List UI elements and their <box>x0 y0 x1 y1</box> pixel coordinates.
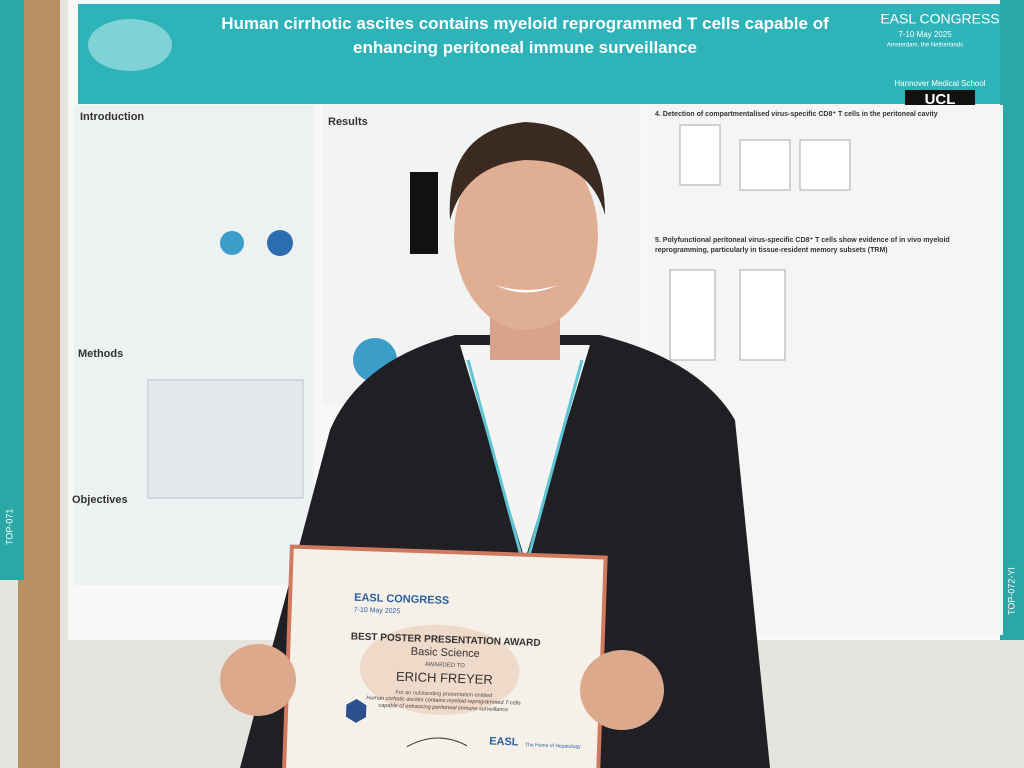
left-hand <box>220 644 296 716</box>
ucl-text: UCL <box>925 91 956 108</box>
certificate: EASL CONGRESS 7-10 May 2025 BEST POSTER … <box>281 544 608 768</box>
board-code: TOP-071 <box>4 509 14 545</box>
wood-frame <box>18 0 60 768</box>
poster-header <box>78 4 1003 104</box>
poster-title-box: Human cirrhotic ascites contains myeloid… <box>221 14 829 57</box>
award-badge <box>345 698 367 723</box>
cert-category: Basic Science <box>411 646 480 660</box>
hair <box>449 122 605 220</box>
section-heading: Results <box>328 116 368 128</box>
cert-footer-logo: EASL <box>489 736 519 749</box>
microscopy-image <box>410 172 438 254</box>
poster-institution: Hannover Medical School <box>894 79 985 88</box>
flow-plot <box>739 139 791 191</box>
left-poster-strip <box>0 0 24 580</box>
panel-title-2: 5. Polyfunctional peritoneal virus-speci… <box>655 237 950 254</box>
right-strip <box>1000 0 1024 640</box>
smile <box>495 285 558 293</box>
signature <box>406 737 468 748</box>
flow-plot <box>739 269 786 361</box>
cert-recipient: ERICH FREYER <box>396 669 493 687</box>
myeloid-cell-icon <box>267 230 293 256</box>
section-heading: Objectives <box>72 494 128 506</box>
poster-location: Amsterdam, the Netherlands <box>887 43 963 49</box>
board-code: TOP-072-YI <box>1006 567 1016 615</box>
poster-congress: EASL CONGRESS <box>880 11 999 27</box>
flow-plot <box>669 269 716 361</box>
cert-entitled: For an outstanding presentation entitled <box>395 690 492 699</box>
liver-icon <box>88 19 172 71</box>
right-hand <box>580 650 664 730</box>
cert-congress: EASL CONGRESS <box>354 592 450 607</box>
t-cell-icon <box>220 231 244 255</box>
left-column <box>74 105 314 585</box>
cert-dates: 7-10 May 2025 <box>354 607 401 616</box>
poster-dates: 7-10 May 2025 <box>898 30 952 39</box>
poster-title: Human cirrhotic ascites contains myeloid… <box>221 14 829 57</box>
cert-footer-tagline: The Home of Hepatology <box>525 742 581 750</box>
shirt <box>460 345 590 560</box>
flow-plot <box>799 139 851 191</box>
methods-box <box>147 379 304 499</box>
cert-awarded-to: AWARDED TO <box>425 662 466 669</box>
flow-plot <box>679 124 721 186</box>
section-heading: Methods <box>78 348 123 360</box>
liver-watermark <box>359 624 520 715</box>
panel-title-box: 5. Polyfunctional peritoneal virus-speci… <box>655 237 950 254</box>
panel-title: 4. Detection of compartmentalised virus-… <box>655 111 938 118</box>
face <box>454 140 598 330</box>
section-heading: Introduction <box>80 111 144 123</box>
